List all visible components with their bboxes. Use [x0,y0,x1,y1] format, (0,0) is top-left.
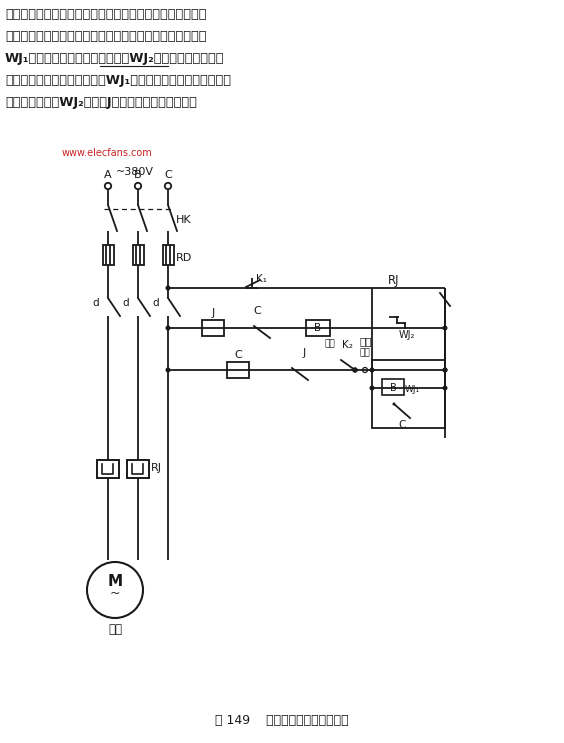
Circle shape [369,368,374,372]
Text: RJ: RJ [151,463,162,473]
Text: WJ₂: WJ₂ [399,330,415,340]
Bar [372,360,445,428]
Circle shape [165,368,170,372]
Text: C: C [234,350,242,360]
Bar [127,460,149,478]
Text: M: M [107,574,122,589]
Text: d: d [152,298,159,308]
Text: C: C [398,420,406,430]
Text: ~: ~ [110,586,120,600]
Text: ~380V: ~380V [116,167,154,177]
Circle shape [87,562,143,618]
Text: 自动: 自动 [360,336,372,346]
Bar [382,379,404,395]
Circle shape [443,368,447,372]
Circle shape [443,386,447,391]
Bar [202,320,224,336]
Bar [227,362,249,378]
Text: RJ: RJ [388,274,399,287]
Text: 度降为下限时，WJ₂闭合，J动作，使风扇停止工作。: 度降为下限时，WJ₂闭合，J动作，使风扇停止工作。 [5,96,197,109]
Text: WJ₁为电接点温度计的上限触点，WJ₂为下限触点。当变压: WJ₁为电接点温度计的上限触点，WJ₂为下限触点。当变压 [5,52,224,65]
Circle shape [165,325,170,331]
Text: d: d [92,298,99,308]
Text: C: C [164,170,172,180]
Text: 风机: 风机 [108,623,122,636]
Text: J: J [303,348,306,358]
Text: 是一种利用电接点温度计改制的电力变压器自动风冷装置线: 是一种利用电接点温度计改制的电力变压器自动风冷装置线 [5,8,206,21]
Text: B: B [134,170,142,180]
Text: B: B [315,323,321,333]
Text: C: C [253,306,261,316]
Circle shape [443,325,447,331]
Circle shape [393,403,395,406]
Text: d: d [122,298,129,308]
Text: 器运行、温度升到上限值时，WJ₁闭合，风扇起动；当变压器温: 器运行、温度升到上限值时，WJ₁闭合，风扇起动；当变压器温 [5,74,231,87]
Bar [97,460,119,478]
Bar [306,320,330,336]
Circle shape [135,183,141,189]
Bar [133,245,143,265]
Circle shape [105,183,111,189]
Circle shape [363,368,368,372]
Bar [162,245,174,265]
Circle shape [165,183,171,189]
Text: 路。在高温时起动吹风机；在低温时，则停止吹风机工作。: 路。在高温时起动吹风机；在低温时，则停止吹风机工作。 [5,30,206,43]
Circle shape [369,386,374,391]
Text: J: J [212,308,215,318]
Text: 自动: 自动 [325,339,336,348]
Text: K₁: K₁ [256,274,267,284]
Text: www.elecfans.com: www.elecfans.com [62,148,153,158]
Circle shape [165,285,170,291]
Text: 图 149    电力变压器自动风冷线路: 图 149 电力变压器自动风冷线路 [215,714,349,727]
Text: B: B [390,383,396,393]
Text: A: A [104,170,112,180]
Text: 手动: 手动 [360,348,371,357]
Circle shape [443,368,447,372]
Bar [103,245,113,265]
Text: RD: RD [176,253,192,263]
Text: K₂: K₂ [342,340,352,350]
Circle shape [352,367,358,373]
Text: HK: HK [176,215,192,225]
Text: WJ₁: WJ₁ [405,386,420,395]
